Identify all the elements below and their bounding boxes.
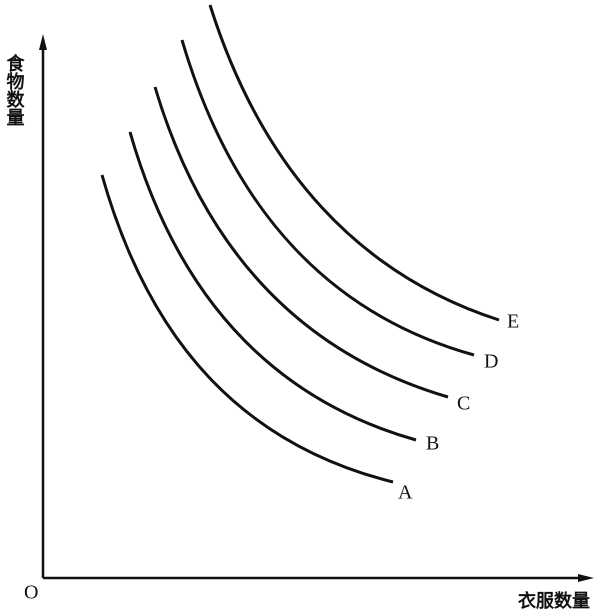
indifference-curve [128,131,417,442]
x-axis-arrow [578,574,594,582]
curve-label: B [426,433,439,455]
curve-label: A [398,482,413,504]
y-axis-arrow [39,34,47,50]
indifference-curve [100,174,394,484]
indifference-curve [208,4,500,322]
curve-label: D [484,351,498,373]
indifference-curve [180,39,475,357]
curve-label: E [507,311,519,333]
y-axis-label: 食物数量 [4,53,26,126]
curve-label: C [457,393,470,415]
origin-label: O [24,582,38,604]
x-axis-label: 衣服数量 [518,590,590,612]
indifference-curve [153,86,449,399]
